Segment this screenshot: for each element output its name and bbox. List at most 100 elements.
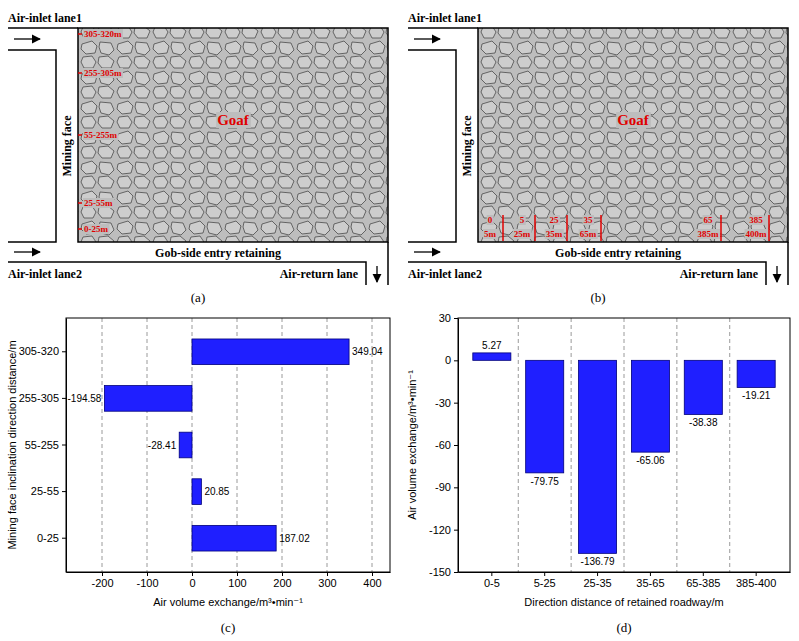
segment-tick (502, 215, 504, 241)
axis: 0-55-2525-3535-6565-385385-400 (459, 572, 791, 589)
grid-line (729, 318, 730, 572)
tick: 5-25 (534, 572, 556, 589)
tick: 300 (318, 572, 336, 589)
tick-label: 300 (318, 577, 336, 589)
axis-line (459, 572, 791, 573)
data-label: -28.41 (148, 440, 177, 451)
tick: 30 (439, 312, 458, 324)
lane-label: Air-inlet lane2 (408, 267, 482, 281)
tick: 255-305 (19, 392, 66, 404)
axis-line (458, 319, 459, 573)
tick-mark (756, 572, 757, 576)
label-patch (487, 215, 494, 225)
airflow-arrow (414, 38, 440, 39)
tick-mark (454, 530, 458, 531)
y-axis-title: Mining face inclination direction distan… (6, 340, 18, 549)
segment-start: 65 (704, 215, 714, 225)
tick-mark (703, 572, 704, 576)
tick: 100 (228, 572, 246, 589)
data-label: 187.02 (279, 533, 310, 544)
bars (473, 353, 775, 553)
tick: 35-65 (636, 572, 664, 589)
airflow-arrow (14, 251, 40, 252)
bar (192, 339, 349, 365)
label-patch (83, 130, 118, 140)
goaf-label: Goaf (617, 112, 650, 128)
tick-mark (62, 445, 66, 446)
label-patch (748, 215, 764, 225)
grid-line (676, 318, 677, 572)
chart: 0-55-2525-3535-6565-385385-400-150-120-9… (406, 312, 791, 635)
airflow-arrow (14, 38, 40, 39)
tick: 25-55 (31, 485, 66, 497)
segment-label: 255-305m (84, 68, 122, 78)
tick: -120 (429, 524, 458, 536)
label-patch (697, 229, 721, 239)
tick: 0-5 (484, 572, 500, 589)
label-patch (519, 215, 526, 225)
label-patch (545, 229, 564, 239)
label-patch (745, 229, 769, 239)
tick-label: 25-55 (31, 485, 59, 497)
bar (179, 432, 192, 458)
segment-start: 35 (584, 215, 594, 225)
goaf-area (478, 28, 788, 242)
tick: 65-385 (686, 572, 720, 589)
tick-label: 35-65 (636, 577, 664, 589)
tick-mark (372, 572, 373, 576)
tick-mark (62, 351, 66, 352)
axis: -150-120-90-60-30030 (429, 312, 459, 578)
tick-mark (327, 572, 328, 576)
tick-mark (454, 572, 458, 573)
tick: 25-35 (583, 572, 611, 589)
tick-label: -200 (91, 577, 113, 589)
y-axis-title: Air volume exchange/m³•min⁻¹ (406, 370, 418, 520)
grid (518, 318, 729, 572)
tick-label: -120 (429, 524, 451, 536)
label-patch (83, 224, 109, 234)
tick-label: 0 (445, 354, 451, 366)
grid (102, 318, 372, 572)
segment-start: 25 (550, 215, 560, 225)
airflow-arrow (414, 251, 440, 252)
tick-mark (62, 538, 66, 539)
panel-caption: (b) (590, 290, 605, 305)
axis-line (66, 319, 67, 573)
tick-mark (192, 572, 193, 576)
panel-caption: (c) (221, 620, 235, 635)
plot-frame (66, 318, 390, 572)
segment-end: 400m (746, 229, 768, 239)
bar (631, 360, 669, 452)
tick: 55-255 (25, 439, 66, 451)
bar (579, 360, 617, 553)
tick: 200 (273, 572, 291, 589)
tick: -30 (435, 397, 458, 409)
tick-label: 100 (228, 577, 246, 589)
label-patch (483, 229, 498, 239)
diagram: Air-inlet lane1Mining faceGob-side entry… (408, 11, 788, 285)
tick-label: 25-35 (583, 577, 611, 589)
chart: -200-10001002003004000-2525-5555-255255-… (6, 318, 391, 635)
tick-label: 0-5 (484, 577, 500, 589)
data-label: 20.85 (204, 486, 229, 497)
segment-end: 5m (484, 229, 497, 239)
axis: 0-2525-5555-255255-305305-320 (19, 319, 67, 573)
lane-label: Air-inlet lane2 (8, 267, 82, 281)
tick-label: -100 (136, 577, 158, 589)
airflow-arrow (776, 266, 777, 282)
segment-start: 385 (749, 215, 763, 225)
label-patch (703, 215, 715, 225)
grid-line (102, 318, 103, 572)
segment-end: 65m (580, 229, 597, 239)
data-label: 349.04 (352, 346, 383, 357)
grid-line (571, 318, 572, 572)
tick-mark (62, 398, 66, 399)
grid-line (518, 318, 519, 572)
segment-tick (78, 202, 82, 204)
plot-frame (458, 318, 790, 572)
bar (192, 479, 201, 505)
segment-end: 25m (514, 229, 531, 239)
segment-start: 0 (488, 215, 493, 225)
label-patch (616, 112, 651, 128)
label-patch (579, 229, 598, 239)
